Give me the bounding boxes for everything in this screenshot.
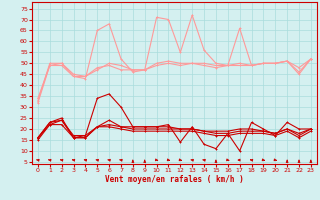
X-axis label: Vent moyen/en rafales ( km/h ): Vent moyen/en rafales ( km/h ) — [105, 175, 244, 184]
